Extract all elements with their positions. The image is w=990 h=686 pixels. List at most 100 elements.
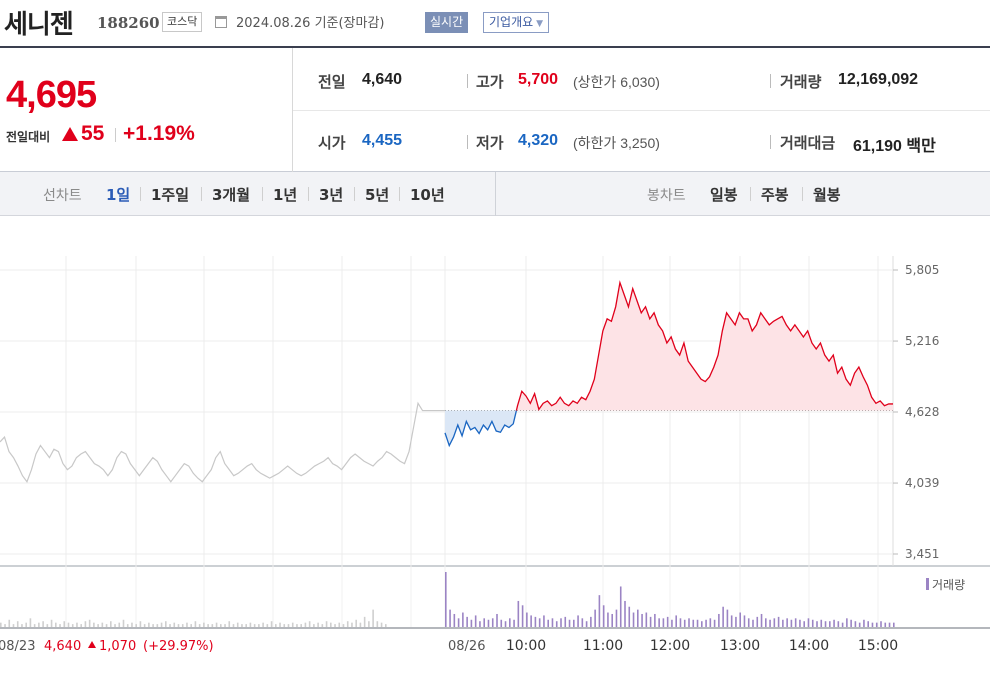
y-tick-label: 4,628 xyxy=(905,405,939,419)
tab-3m[interactable]: 3개월 xyxy=(212,186,251,204)
divider xyxy=(293,110,990,111)
tab-3y[interactable]: 3년 xyxy=(319,186,344,204)
change-value: 55 xyxy=(81,122,105,145)
volume-bar-today xyxy=(858,622,861,627)
volume-bar-prev xyxy=(325,621,328,627)
realtime-button[interactable]: 실시간 xyxy=(425,12,469,33)
price-chart: 5,805 5,216 4,628 4,039 3,451 거래량 08/23 4,640 1… xyxy=(0,216,990,686)
volume-bar-prev xyxy=(368,621,370,627)
volume-bar-today xyxy=(863,619,865,627)
volume-bar-today xyxy=(820,619,823,627)
tab-1d[interactable]: 1일 xyxy=(106,186,131,204)
volume-bar-prev xyxy=(385,624,387,627)
volume-bar-today xyxy=(615,609,618,627)
volume-bar-prev xyxy=(46,624,49,627)
volume-bar-prev xyxy=(29,618,32,627)
volume-bar-prev xyxy=(143,624,146,627)
prev-day-change: 1,070 xyxy=(99,639,136,654)
volume-bar-today xyxy=(841,622,844,627)
tab-divider xyxy=(495,172,496,216)
volume-bar-prev xyxy=(38,622,40,627)
company-overview-label: 기업개요 xyxy=(489,15,534,29)
divider xyxy=(770,74,771,88)
volume-bar-today xyxy=(735,616,737,627)
volume-bar-today xyxy=(594,609,596,627)
volume-bar-prev xyxy=(304,622,307,627)
volume-bar-today xyxy=(479,621,481,627)
x-tick-label: 12:00 xyxy=(650,638,690,654)
tab-weekly[interactable]: 주봉 xyxy=(761,186,789,204)
volume-bar-prev xyxy=(110,621,112,627)
company-overview-button[interactable]: 기업개요 ▼ xyxy=(483,12,550,33)
volume-bar-today xyxy=(803,621,805,627)
tab-1w[interactable]: 1주일 xyxy=(151,186,190,204)
volume-bar-today xyxy=(846,618,848,627)
divider xyxy=(750,187,751,201)
volume-bar-today xyxy=(683,619,686,627)
volume-bar-prev xyxy=(135,624,137,627)
divider xyxy=(802,187,803,201)
volume-bar-prev xyxy=(177,624,180,627)
volume-bar-prev xyxy=(93,622,95,627)
open-value: 4,455 xyxy=(362,132,403,149)
up-area-fill xyxy=(516,282,893,411)
volume-bar-prev xyxy=(253,624,256,627)
volume-bar-today xyxy=(756,616,759,627)
volume-bar-prev xyxy=(351,622,353,627)
volume-bar-prev xyxy=(228,621,231,627)
volume-bar-prev xyxy=(88,619,91,627)
tab-10y[interactable]: 10년 xyxy=(410,186,445,204)
volume-bar-today xyxy=(607,612,609,627)
volume-bar-prev xyxy=(59,624,61,627)
prev-day-pct: (+29.97%) xyxy=(143,639,214,654)
volume-bar-prev xyxy=(321,624,324,627)
volume-bar-prev xyxy=(207,624,209,627)
volume-bar-today xyxy=(730,615,733,627)
volume-bar-prev xyxy=(287,624,290,627)
volume-bar-today xyxy=(824,621,827,627)
divider xyxy=(262,187,263,201)
volume-bar-today xyxy=(811,619,814,627)
volume-bar-today xyxy=(457,618,460,627)
volume-bar-prev xyxy=(16,621,19,627)
volume-bar-today xyxy=(577,615,579,627)
high-label: 고가 xyxy=(476,73,504,91)
volume-bar-today xyxy=(568,619,571,627)
today-down-line xyxy=(444,410,518,448)
volume-bar-today xyxy=(453,613,456,627)
volume-bar-today xyxy=(816,621,818,627)
volume-bar-today xyxy=(449,609,451,627)
volume-bar-today xyxy=(688,618,690,627)
volume-bar-prev xyxy=(156,624,159,627)
volume-bar-today xyxy=(619,586,622,627)
low-value: 4,320 xyxy=(518,132,559,149)
volume-bar-today xyxy=(675,615,677,627)
volume-bar-today xyxy=(705,619,707,627)
volume-bar-prev xyxy=(152,624,154,627)
today-area xyxy=(445,282,893,446)
tab-5y[interactable]: 5년 xyxy=(365,186,390,204)
volume-bar-today xyxy=(777,616,780,627)
volume-bar-prev xyxy=(211,624,214,627)
volume-bar-prev xyxy=(359,622,362,627)
volume-bar-today xyxy=(658,618,660,627)
volume-bar-prev xyxy=(291,622,294,627)
prev-close-value: 4,640 xyxy=(362,71,403,88)
volume-bar-today xyxy=(752,619,754,627)
volume-bar-prev xyxy=(249,622,252,627)
tab-daily[interactable]: 일봉 xyxy=(710,186,738,204)
volume-bar-prev xyxy=(300,624,302,627)
volume-bar-prev xyxy=(262,622,264,627)
divider xyxy=(140,187,141,201)
volume-bar-prev xyxy=(114,624,116,627)
volume-bar-prev xyxy=(21,624,23,627)
volume-bar-today xyxy=(491,618,494,627)
volume-bar-today xyxy=(880,621,882,627)
volume-bar-today xyxy=(722,606,724,627)
tab-monthly[interactable]: 월봉 xyxy=(813,186,841,204)
volume-bar-today xyxy=(854,621,857,627)
tab-1y[interactable]: 1년 xyxy=(273,186,298,204)
volume-bar-today xyxy=(483,618,485,627)
stock-header: 세니젠 188260 코스닥 2024.08.26 기준(장마감) 실시간 기업… xyxy=(0,0,990,48)
volume-bar-prev xyxy=(346,621,349,627)
